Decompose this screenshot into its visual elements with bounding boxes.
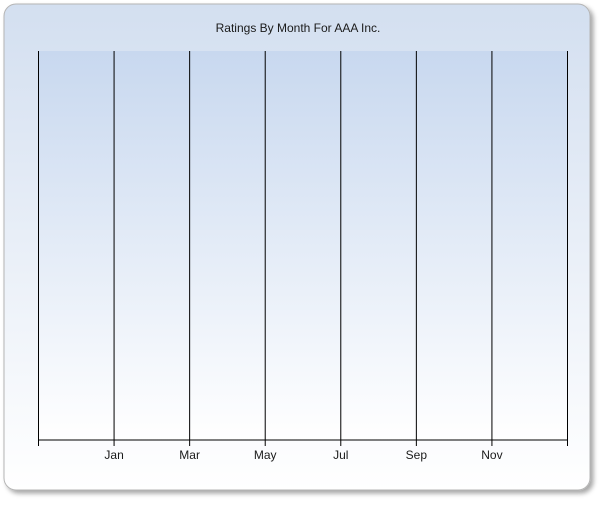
chart-title: Ratings By Month For AAA Inc. bbox=[216, 21, 381, 35]
plot-area bbox=[38, 51, 567, 440]
x-tick-label: Sep bbox=[406, 448, 428, 462]
x-tick-label: Jan bbox=[104, 448, 123, 462]
x-tick-label: Jul bbox=[333, 448, 348, 462]
axis-layer: Jan Mar May Jul Sep Nov bbox=[38, 51, 568, 462]
x-tick-label: Mar bbox=[179, 448, 200, 462]
x-tick-label: Nov bbox=[481, 448, 502, 462]
x-tick-label: May bbox=[254, 448, 277, 462]
